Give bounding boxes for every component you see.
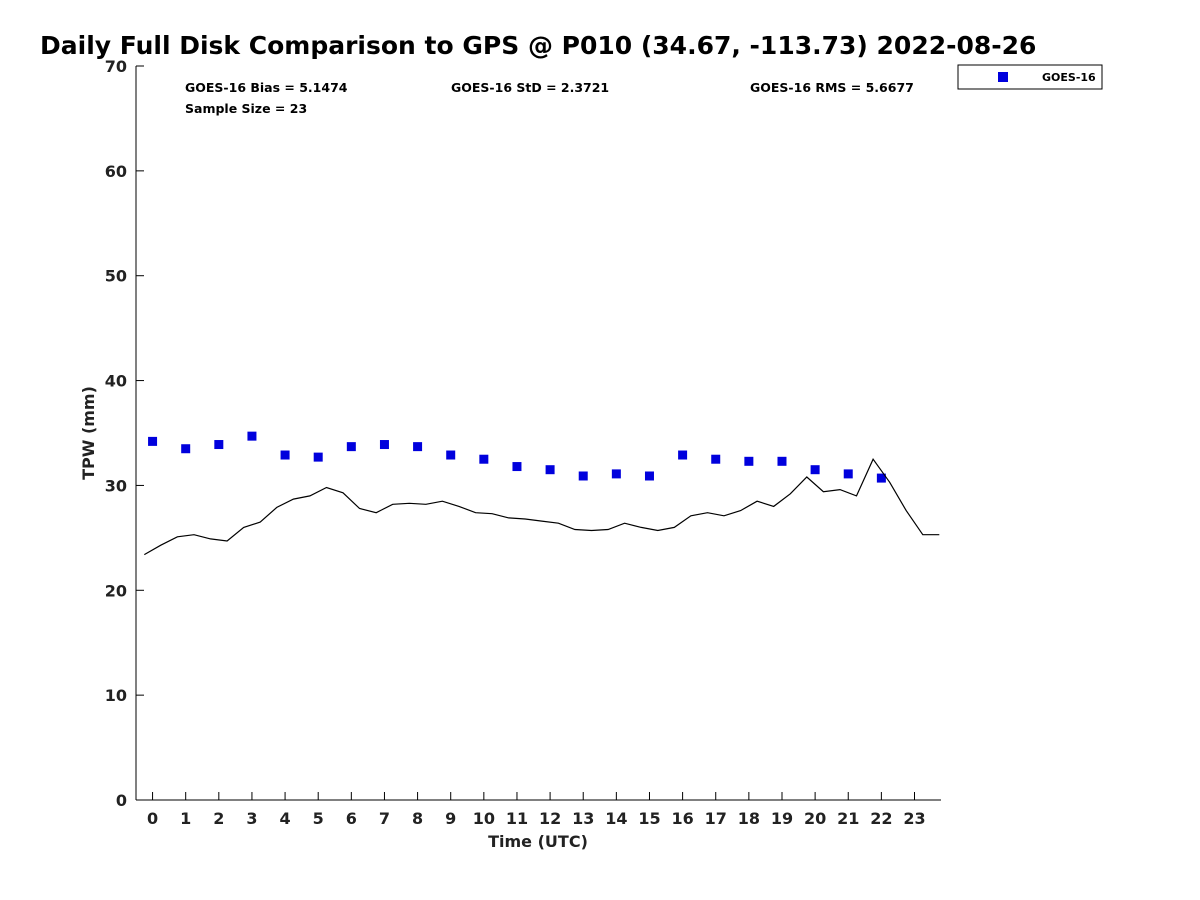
goes16-point [247,431,257,441]
x-tick-label: 17 [705,809,727,828]
y-tick-label: 20 [105,581,127,600]
goes16-point [578,471,588,481]
goes16-point [446,450,456,460]
goes16-point [148,436,158,446]
sample-size-stat: Sample Size = 23 [185,101,307,116]
x-tick-label: 3 [246,809,257,828]
y-tick-label: 0 [116,791,127,810]
goes16-point [181,444,191,454]
x-tick-label: 23 [903,809,925,828]
plot-area [144,431,940,556]
legend-label-goes16: GOES-16 [1042,71,1096,84]
x-tick-label: 13 [572,809,594,828]
x-tick-label: 10 [473,809,495,828]
goes16-point [810,465,820,475]
bias-stat: GOES-16 Bias = 5.1474 [185,80,348,95]
goes16-point [644,471,654,481]
goes16-point [413,442,423,452]
x-tick-label: 5 [313,809,324,828]
y-tick-label: 50 [105,267,127,286]
gps-line [144,458,940,556]
y-tick-label: 70 [105,57,127,76]
x-tick-label: 1 [180,809,191,828]
goes16-point [479,454,489,464]
goes16-point [214,440,224,450]
x-tick-label: 12 [539,809,561,828]
x-axis-label: Time (UTC) [488,832,588,851]
y-axis: 0 10 20 30 40 50 60 70 [105,57,144,810]
goes16-point [379,440,389,450]
chart-title: Daily Full Disk Comparison to GPS @ P010… [40,31,1036,60]
goes16-point [876,473,886,483]
x-tick-label: 19 [771,809,793,828]
goes16-point [512,462,522,472]
x-tick-label: 21 [837,809,859,828]
y-tick-label: 30 [105,476,127,495]
y-tick-label: 10 [105,686,127,705]
x-tick-label: 8 [412,809,423,828]
goes16-point [777,456,787,466]
x-tick-label: 2 [213,809,224,828]
x-tick-label: 20 [804,809,826,828]
x-tick-label: 14 [605,809,627,828]
std-stat: GOES-16 StD = 2.3721 [451,80,609,95]
goes16-point [611,469,621,479]
goes16-point [843,469,853,479]
y-tick-label: 60 [105,162,127,181]
x-axis: 0 1 2 3 4 5 6 7 8 9 10 11 12 13 14 15 16 17 18 19 20 21 22 23 [136,792,941,828]
goes16-point [744,456,754,466]
x-tick-label: 11 [506,809,528,828]
x-tick-label: 6 [346,809,357,828]
goes16-point [346,442,356,452]
legend-box [957,64,1103,90]
rms-stat: GOES-16 RMS = 5.6677 [750,80,914,95]
y-tick-label: 40 [105,372,127,391]
x-tick-label: 7 [379,809,390,828]
x-tick-label: 16 [671,809,693,828]
goes16-point [313,452,323,462]
legend: GOES-16 [957,64,1103,90]
x-tick-label: 15 [638,809,660,828]
goes16-point [711,454,721,464]
legend-marker-goes16 [998,72,1008,82]
x-tick-label: 22 [870,809,892,828]
x-tick-label: 18 [738,809,760,828]
x-tick-label: 0 [147,809,158,828]
x-tick-label: 9 [445,809,456,828]
y-axis-label: TPW (mm) [79,386,98,480]
goes16-point [678,450,688,460]
x-tick-label: 4 [280,809,291,828]
goes16-point [545,465,555,475]
goes16-point [280,450,290,460]
